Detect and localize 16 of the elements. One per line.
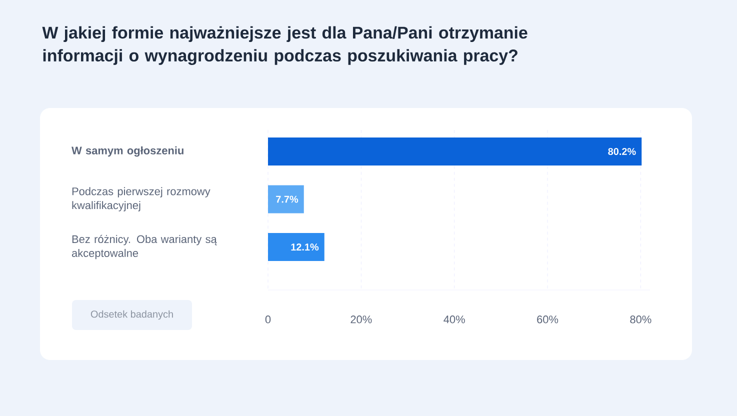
x-tick-label: 80% (630, 316, 652, 324)
bar (268, 137, 642, 166)
chart-title: W jakiej formie najważniejsze jest dla Pana/Pani otrzymanie informacji o wynagrodzeniu podczas poszukiwania pracy? (42, 26, 528, 65)
x-tick-label: 40% (444, 316, 465, 324)
y-tick-label: Podczas pierwszej rozmowy kwalifikacyjnej (72, 187, 210, 212)
bar (268, 185, 304, 214)
bar (268, 233, 324, 262)
x-tick-label: 60% (537, 316, 558, 324)
text: Odsetek badanych (90, 310, 173, 320)
data-label: 12.1% (291, 244, 319, 251)
data-label: 80.2% (608, 148, 636, 156)
y-tick-label: W samym ogłoszeniu (72, 146, 184, 157)
x-tick-label: 20% (350, 316, 372, 324)
data-label: 7.7% (276, 196, 298, 203)
y-tick-label: Bez różnicy. Oba warianty są akceptowalne (72, 234, 217, 260)
x-tick-label: 0 (265, 316, 271, 324)
